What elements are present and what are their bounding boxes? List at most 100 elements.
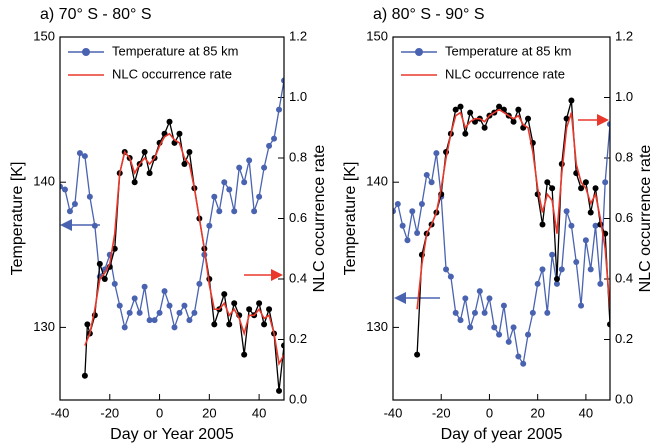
point: [529, 309, 536, 316]
y2-tick-label: 1.2: [289, 28, 307, 43]
point: [81, 372, 88, 379]
legend-marker: [415, 48, 423, 56]
point: [176, 309, 183, 316]
point: [91, 222, 98, 229]
point: [171, 324, 178, 331]
point: [281, 342, 284, 349]
point: [568, 97, 575, 104]
point: [151, 317, 158, 324]
point: [116, 302, 123, 309]
plot-area: [393, 97, 610, 367]
point: [196, 280, 203, 287]
point: [486, 295, 493, 302]
point: [141, 148, 148, 155]
point: [553, 276, 560, 282]
y2-tick-label: 0.6: [615, 210, 633, 225]
point: [231, 208, 238, 215]
y-axis-title: Temperature [K]: [342, 162, 359, 276]
point: [221, 291, 228, 298]
point: [447, 273, 454, 280]
x-tick-label: 20: [202, 405, 216, 420]
point: [236, 164, 243, 171]
point: [539, 221, 546, 228]
point: [271, 135, 278, 142]
point: [553, 280, 560, 287]
point: [146, 170, 153, 177]
point: [452, 309, 459, 316]
x-tick-label: 20: [530, 405, 544, 420]
panel: a) 80° S - 90° S Day of year 2005 Temperat…: [342, 6, 653, 443]
point: [515, 353, 522, 360]
series-line: [393, 124, 610, 366]
x-tick-label: -20: [432, 405, 451, 420]
point: [582, 237, 589, 244]
panel-title: a) 80° S - 90° S: [373, 6, 485, 23]
y2-tick-label: 0.2: [615, 331, 633, 346]
point: [211, 321, 218, 328]
point: [399, 222, 406, 229]
point: [607, 121, 610, 128]
point: [146, 317, 153, 324]
y2-axis-title: NLC occurrence rate: [637, 145, 653, 293]
point: [226, 186, 233, 193]
point: [166, 118, 173, 125]
point: [563, 115, 570, 122]
point: [476, 288, 483, 295]
point: [597, 280, 604, 287]
point: [71, 200, 78, 207]
point: [471, 309, 478, 316]
point: [266, 306, 273, 313]
point: [86, 193, 93, 200]
point: [186, 317, 193, 324]
point: [510, 118, 517, 125]
point: [423, 171, 430, 178]
point: [602, 179, 609, 186]
point: [467, 109, 474, 116]
point: [428, 179, 435, 186]
point: [261, 164, 268, 171]
point: [176, 130, 183, 137]
point: [266, 142, 273, 149]
y-tick-label: 150: [33, 28, 55, 43]
series-line: [84, 132, 284, 367]
point: [66, 208, 73, 215]
point: [126, 309, 133, 316]
point: [96, 260, 103, 267]
point: [578, 302, 585, 309]
point: [496, 103, 503, 110]
point: [578, 185, 585, 192]
point: [544, 309, 551, 316]
point: [241, 351, 248, 358]
point: [414, 230, 421, 237]
point: [462, 295, 469, 302]
point: [409, 208, 416, 215]
point: [101, 276, 108, 282]
point: [515, 106, 522, 113]
point: [452, 106, 459, 113]
y-tick-label: 140: [33, 174, 55, 189]
point: [256, 300, 263, 307]
point: [276, 106, 283, 113]
point: [414, 351, 421, 358]
panel-title: a) 70° S - 80° S: [40, 6, 152, 23]
point: [573, 259, 580, 266]
point: [81, 153, 88, 160]
point: [500, 302, 507, 309]
point: [191, 309, 198, 316]
x-tick-label: 40: [252, 405, 266, 420]
y2-tick-label: 1.0: [289, 89, 307, 104]
point: [111, 280, 118, 287]
point: [276, 387, 283, 394]
legend-label: Temperature at 85 km: [112, 43, 238, 58]
point: [587, 209, 594, 216]
point: [246, 157, 253, 164]
point: [61, 186, 68, 193]
point: [539, 266, 546, 273]
point: [84, 321, 91, 328]
y2-tick-label: 0.2: [289, 331, 307, 346]
point: [231, 300, 238, 307]
point: [131, 179, 138, 186]
point: [558, 266, 565, 273]
y-tick-label: 130: [33, 319, 55, 334]
point: [211, 193, 218, 200]
